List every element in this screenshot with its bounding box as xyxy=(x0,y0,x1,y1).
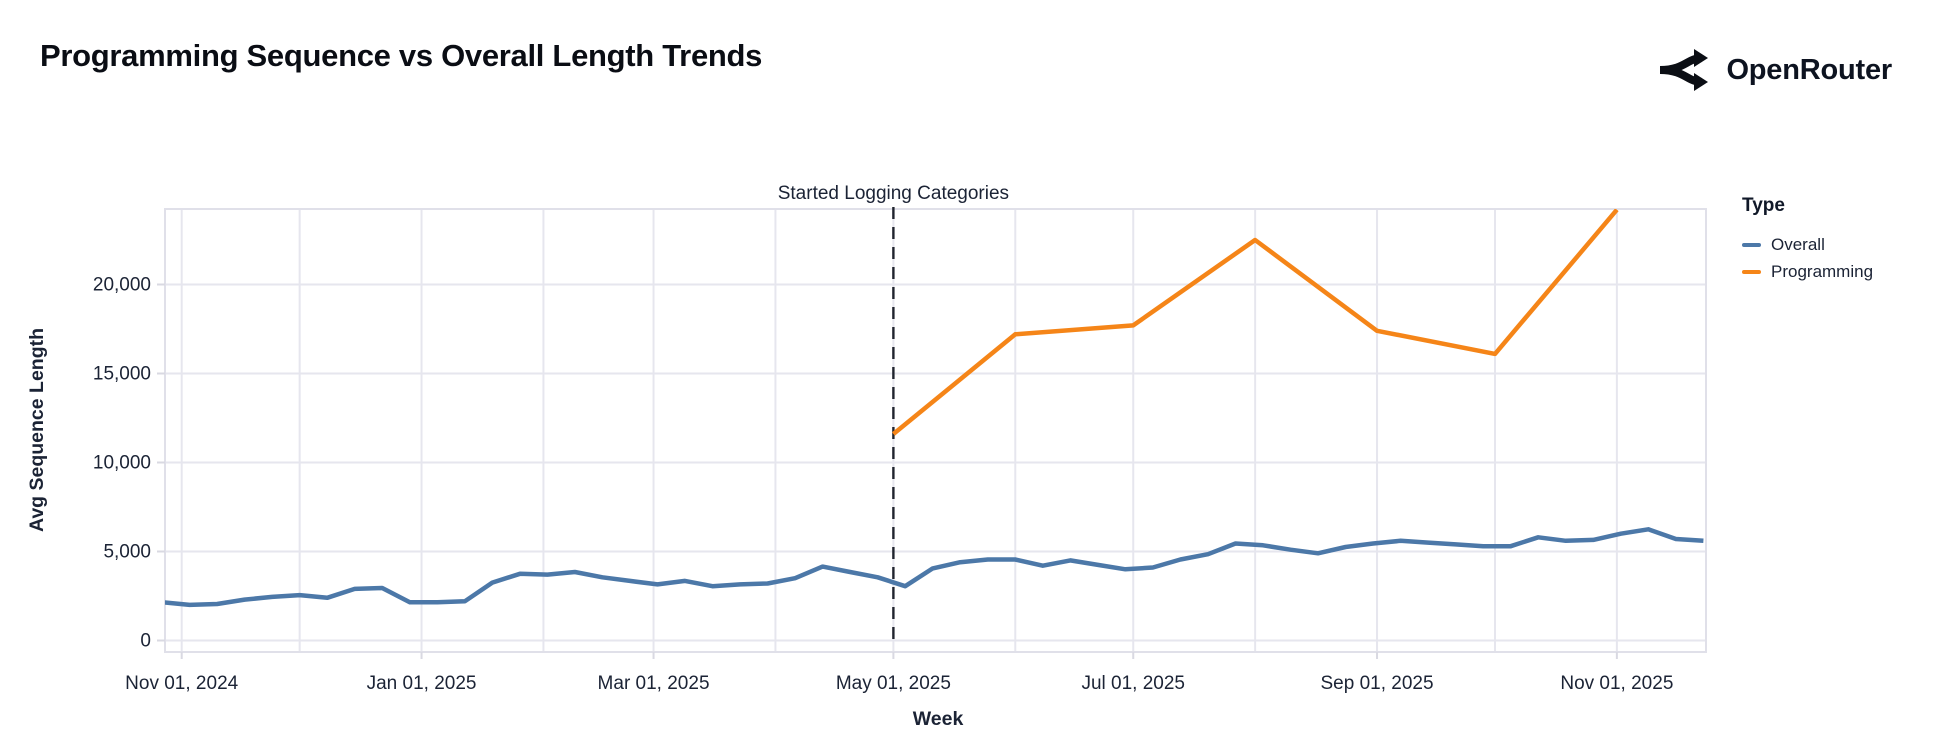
y-tick-label: 20,000 xyxy=(93,275,151,296)
x-tick-label: Nov 01, 2025 xyxy=(1560,673,1673,694)
x-tick-label: Nov 01, 2024 xyxy=(125,673,238,694)
series-layer xyxy=(165,209,1704,608)
openrouter-logo-icon xyxy=(1656,48,1709,92)
legend-item-overall: Overall xyxy=(1742,231,1932,258)
y-tick-label: 5,000 xyxy=(103,542,151,563)
brand-logo: OpenRouter xyxy=(1656,48,1892,92)
legend-item-label: Overall xyxy=(1771,234,1825,254)
x-tick-label: May 01, 2025 xyxy=(836,673,951,694)
programming-line-swatch xyxy=(1742,269,1761,274)
x-axis-title: Week xyxy=(913,708,964,730)
plot-border xyxy=(164,208,1707,653)
x-tick-label: Sep 01, 2025 xyxy=(1321,673,1434,694)
x-tick-label: Mar 01, 2025 xyxy=(598,673,710,694)
tick-layer: 0 5,000 10,000 15,000 20,000 Nov 01, 2024 Jan … xyxy=(93,275,1674,695)
y-axis-title: Avg Sequence Length xyxy=(26,328,48,532)
annotation-label: Started Logging Categories xyxy=(778,183,1009,204)
legend-item-label: Programming xyxy=(1771,261,1874,281)
y-tick-label: 0 xyxy=(140,631,151,652)
page-title: Programming Sequence vs Overall Length T… xyxy=(40,38,763,73)
legend: Type Overall Programming xyxy=(1742,195,1932,285)
brand-name: OpenRouter xyxy=(1726,53,1892,86)
y-tick-label: 15,000 xyxy=(93,364,151,385)
x-tick-label: Jan 01, 2025 xyxy=(367,673,477,694)
legend-item-programming: Programming xyxy=(1742,258,1932,285)
programming-line xyxy=(891,209,1619,436)
overall-line xyxy=(165,527,1704,608)
y-tick-label: 10,000 xyxy=(93,453,151,474)
x-tick-label: Jul 01, 2025 xyxy=(1081,673,1185,694)
legend-title: Type xyxy=(1742,195,1785,216)
overall-line-swatch xyxy=(1742,242,1761,247)
grid-layer xyxy=(165,209,1706,652)
